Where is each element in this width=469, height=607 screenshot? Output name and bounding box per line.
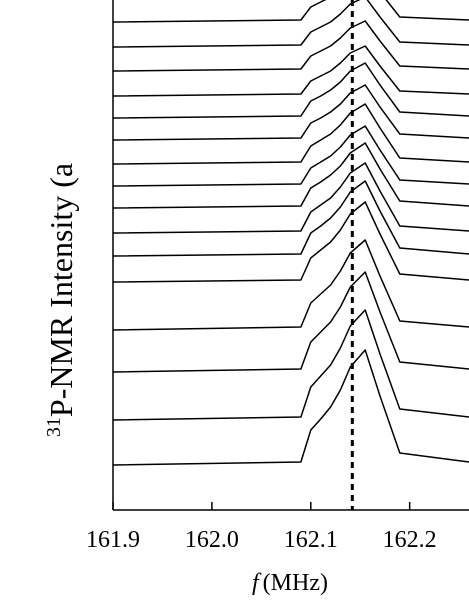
x-tick-label: 162.1 <box>284 527 338 553</box>
spectrum-line <box>112 0 469 48</box>
y-label-text: P-NMR Intensity (a <box>43 163 79 417</box>
spectrum-line <box>112 309 469 421</box>
x-tick-label: 161.9 <box>86 527 140 553</box>
spectrum-line <box>112 0 469 23</box>
spectrum-line <box>112 201 469 283</box>
spectrum-line <box>112 125 469 187</box>
spectrum-line <box>112 180 469 257</box>
spectrum-line <box>112 103 469 165</box>
y-label-sup: 31 <box>43 417 65 437</box>
spectrum-line <box>112 142 469 209</box>
spectrum-line <box>112 45 469 97</box>
x-label-text: (MHz) <box>263 570 328 596</box>
y-axis-label: 31P-NMR Intensity (a <box>43 163 79 437</box>
x-label-italic: f <box>252 570 262 596</box>
spectrum-line <box>112 162 469 234</box>
spectrum-line <box>112 62 469 119</box>
x-tick-label: 162.0 <box>185 527 239 553</box>
spectrum-line <box>112 20 469 72</box>
spectrum-line <box>112 84 469 141</box>
x-tick-label: 162.2 <box>383 527 437 553</box>
spectrum-line <box>112 271 469 373</box>
spectrum-line <box>112 239 469 331</box>
x-axis-label: f (MHz) <box>252 570 328 596</box>
spectrum-line <box>112 349 469 466</box>
